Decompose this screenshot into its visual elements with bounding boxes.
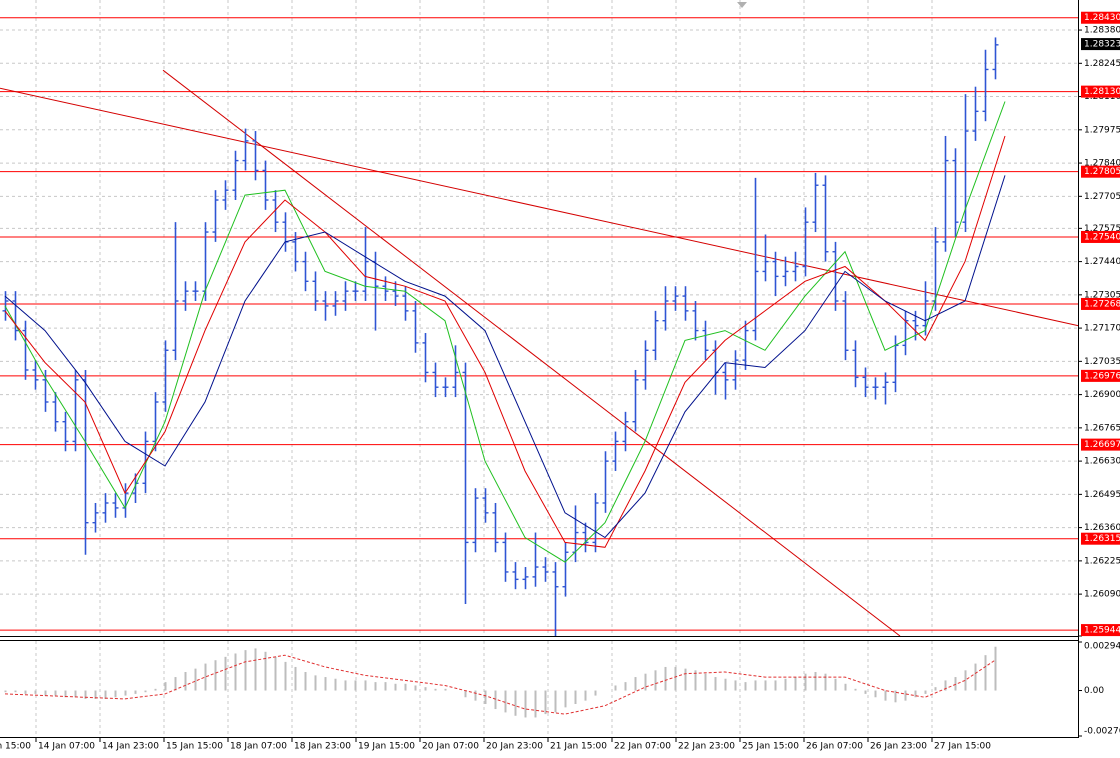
indicator-panel	[4, 641, 997, 737]
level-label: 1.26976	[1084, 371, 1120, 381]
indicator-y-tick-label: -0.00276	[1084, 727, 1120, 737]
level-label-box	[1081, 369, 1120, 382]
indicator-y-tick-label: 0.002941	[1084, 642, 1120, 652]
level-label: 1.27805	[1084, 167, 1120, 177]
x-tick-label: 21 Jan 15:00	[550, 742, 607, 752]
y-tick-label: 1.27975	[1084, 125, 1120, 135]
y-tick-label: 1.27840	[1084, 159, 1120, 169]
y-tick-label: 1.27575	[1084, 224, 1120, 234]
y-tick-label: 1.27440	[1084, 257, 1120, 267]
signal-line	[4, 654, 996, 715]
level-label: 1.25944	[1084, 626, 1120, 636]
indicator-y-tick-label: 0.00	[1084, 686, 1104, 696]
trendline	[0, 87, 1078, 327]
moving-average	[4, 135, 1006, 548]
level-label: 1.27540	[1084, 232, 1120, 242]
level-label-box	[1081, 165, 1120, 178]
level-label-box	[1081, 297, 1120, 310]
trendline	[162, 69, 901, 636]
level-label: 1.26315	[1084, 534, 1120, 544]
x-tick-label: 26 Jan 07:00	[806, 742, 863, 752]
y-tick-label: 1.27305	[1084, 290, 1120, 300]
x-tick-label: 26 Jan 23:00	[870, 742, 927, 752]
level-label: 1.28130	[1084, 87, 1120, 97]
y-tick-label: 1.26225	[1084, 556, 1120, 566]
level-label-box	[1081, 85, 1120, 98]
level-label: 1.28430	[1084, 13, 1120, 23]
x-tick-label: 15 Jan 15:00	[166, 742, 223, 752]
current-price-label: 1.28323	[1084, 40, 1120, 50]
x-tick-label: 20 Jan 23:00	[486, 742, 543, 752]
y-tick-label: 1.27705	[1084, 192, 1120, 202]
x-tick-label: 25 Jan 15:00	[742, 742, 799, 752]
level-label-box	[1081, 438, 1120, 451]
x-tick-label: 14 Jan 07:00	[38, 742, 95, 752]
shift-marker	[737, 2, 747, 8]
current-price-box	[1081, 38, 1120, 51]
y-tick-label: 1.26495	[1084, 490, 1120, 500]
moving-average	[4, 175, 1006, 539]
x-tick-label: 19 Jan 15:00	[358, 742, 415, 752]
y-tick-label: 1.26900	[1084, 390, 1120, 400]
x-tick-label: 18 Jan 07:00	[230, 742, 287, 752]
y-tick-label: 1.26765	[1084, 423, 1120, 433]
x-tick-label: 13 Jan 15:00	[0, 742, 31, 752]
y-tick-label: 1.28245	[1084, 59, 1120, 69]
y-tick-label: 1.26360	[1084, 523, 1120, 533]
y-tick-label: 1.26090	[1084, 590, 1120, 600]
level-label-box	[1081, 11, 1120, 24]
level-label-box	[1081, 532, 1120, 545]
moving-average	[4, 101, 1006, 563]
x-tick-label: 22 Jan 23:00	[678, 742, 735, 752]
level-label: 1.27268	[1084, 299, 1120, 309]
y-tick-label: 1.27035	[1084, 357, 1120, 367]
y-tick-label: 1.26630	[1084, 457, 1120, 467]
x-tick-label: 18 Jan 23:00	[294, 742, 351, 752]
y-tick-label: 1.27170	[1084, 324, 1120, 334]
x-tick-label: 22 Jan 07:00	[614, 742, 671, 752]
level-label: 1.26697	[1084, 440, 1120, 450]
level-label-box	[1081, 624, 1120, 637]
y-tick-label: 1.28380	[1084, 26, 1120, 36]
x-tick-label: 14 Jan 23:00	[102, 742, 159, 752]
level-label-box	[1081, 230, 1120, 243]
price-panel	[0, 0, 1078, 636]
x-tick-label: 27 Jan 15:00	[934, 742, 991, 752]
x-tick-label: 20 Jan 07:00	[422, 742, 479, 752]
